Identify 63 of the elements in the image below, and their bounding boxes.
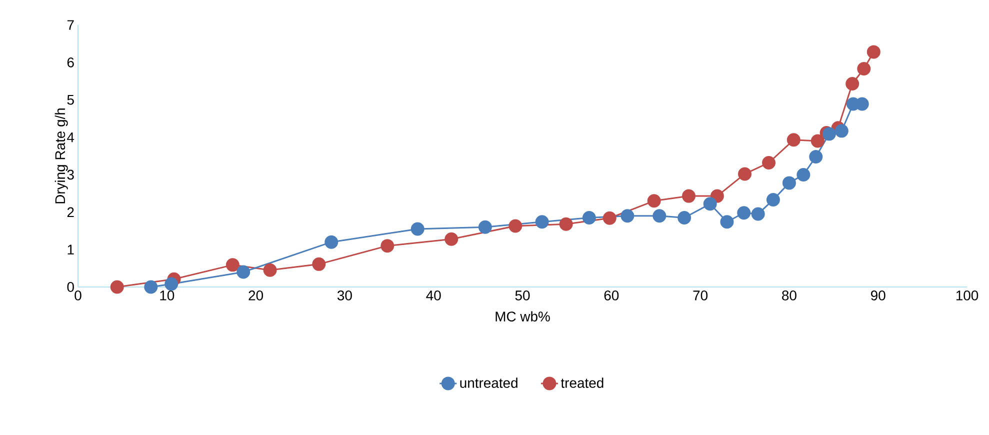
x-tick-label: 80 (782, 290, 796, 300)
point (263, 263, 277, 277)
x-tick-label: 70 (693, 290, 708, 300)
x-tick-label: 90 (871, 290, 886, 300)
x-tick-label: 40 (426, 290, 441, 300)
point (810, 134, 824, 148)
point (809, 150, 823, 164)
y-tick-label: 0 (67, 282, 74, 292)
y-tick-label: 5 (67, 94, 74, 105)
y-axis-title: Drying Rate g/h (54, 108, 68, 204)
point (324, 235, 338, 249)
point (766, 193, 780, 207)
point (647, 194, 661, 208)
x-tick-label: 50 (515, 290, 530, 300)
point (164, 277, 178, 291)
x-tick-label: 0 (74, 290, 82, 300)
point (866, 45, 880, 59)
x-axis-title: MC wb% (496, 311, 550, 322)
point (312, 257, 326, 271)
point (535, 215, 549, 229)
point (380, 239, 394, 253)
y-tick-label: 7 (67, 20, 74, 30)
point (762, 156, 776, 170)
legend-label: untreated (460, 378, 518, 388)
point (602, 211, 616, 225)
point (846, 77, 860, 91)
x-tick-label: 10 (160, 290, 174, 300)
point (822, 127, 836, 141)
x-tick-label: 100 (956, 290, 978, 300)
point (620, 209, 634, 223)
point (720, 215, 734, 229)
y-tick-label: 6 (67, 57, 74, 68)
point (410, 222, 424, 236)
point (236, 265, 250, 279)
legend-label: treated (560, 378, 604, 388)
point (652, 209, 666, 223)
point (582, 211, 596, 225)
point (834, 124, 848, 138)
point (703, 197, 717, 211)
point (786, 133, 800, 147)
point (751, 207, 765, 221)
point (678, 211, 692, 225)
y-tick-label: 3 (67, 170, 74, 180)
point (737, 206, 751, 220)
point (110, 280, 124, 294)
point (226, 258, 240, 272)
point (796, 168, 810, 182)
point (478, 220, 492, 234)
point (710, 189, 724, 203)
point (508, 219, 522, 233)
point (857, 62, 871, 76)
y-tick-label: 2 (67, 207, 74, 218)
y-tick-label: 4 (67, 132, 74, 142)
x-tick-label: 30 (337, 290, 352, 300)
x-tick-label: 20 (248, 290, 264, 300)
x-tick-label: 60 (604, 290, 619, 300)
point (144, 280, 158, 294)
point (444, 232, 458, 246)
point (782, 176, 796, 190)
point (738, 167, 752, 181)
point (559, 217, 573, 231)
point (682, 189, 696, 203)
y-tick-label: 1 (68, 244, 74, 254)
